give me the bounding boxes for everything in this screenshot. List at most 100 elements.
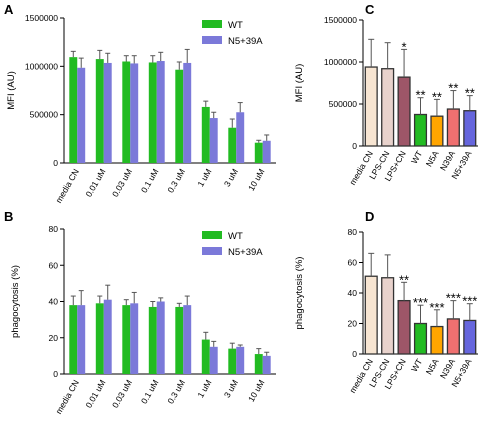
bar-n5-39a-0-03-um [130,303,139,374]
legend-swatch-wt [202,231,222,239]
y-tick-label: 20 [348,319,358,329]
bar-n5-39a-0-3-um [183,305,192,374]
x-tick-label: 3 uM [222,378,240,399]
bar-n5-39a-0-3-um [183,62,192,164]
panel-letter-c: C [365,2,375,17]
significance-marker: ** [432,89,442,104]
bar-n5-39a-0-03-um [130,63,139,163]
bar-wt-3-um [228,348,237,374]
y-tick-label: 1500000 [25,13,58,23]
significance-marker: ** [465,86,475,101]
y-tick-label: 1000000 [324,57,357,67]
y-axis-title: phagocytosis (%) [10,265,21,338]
panel-letter-d: D [365,209,374,224]
bar-media-cn [364,275,378,355]
legend-label-n5-39a: N5+39A [228,36,263,47]
bar-n5-39a-1-um [209,118,218,163]
x-tick-label: WT [409,149,424,165]
x-tick-label: media CN [53,167,81,205]
bar-n5-39a-10-um [262,140,271,163]
x-tick-label: WT [409,357,424,373]
y-tick-label: 500000 [30,110,59,120]
x-tick-label: 0.01 uM [83,378,107,410]
bar-wt-1-um [201,339,210,374]
significance-marker: ** [415,88,425,103]
bar-lps-cn [381,277,395,355]
x-tick-label: 10 uM [246,378,266,403]
x-tick-label: 1 uM [195,167,213,188]
y-tick-label: 0 [352,141,357,151]
legend-label-n5-39a: N5+39A [228,247,263,258]
legend-swatch-n5-39a [202,36,222,44]
bar-n5-39a-0-01-um [103,62,112,164]
y-axis-title: phagocytosis (%) [294,257,305,330]
bar-wt [413,322,428,355]
y-tick-label: 0 [352,349,357,359]
x-tick-label: 0.03 uM [110,167,134,199]
significance-marker: * [402,39,407,54]
y-tick-label: 1500000 [324,15,357,25]
bar-wt-0-3-um [175,69,184,163]
bar-n5-39a [463,110,477,147]
bar-lps-cn [397,76,411,147]
y-tick-label: 40 [49,297,59,307]
significance-marker: *** [462,294,477,309]
significance-marker: *** [413,295,428,310]
y-tick-label: 0 [53,158,58,168]
bar-wt [413,113,428,147]
bar-n5-39a-0-1-um [156,301,165,374]
bar-n5-39a [463,319,477,355]
x-tick-label: 0.1 uM [139,167,161,195]
bar-lps-cn [397,299,411,355]
panel-letter-a: A [4,2,14,17]
significance-marker: ** [448,81,458,96]
x-tick-label: media CN [53,378,81,416]
bar-n5-39a-10-um [262,355,271,374]
y-axis-title: MFI (AU) [294,64,305,103]
bar-wt-0-1-um [148,306,157,374]
y-tick-label: 1000000 [25,61,58,71]
bar-n39a [446,318,460,355]
bar-wt-3-um [228,127,237,163]
y-tick-label: 500000 [329,99,358,109]
bar-n5a [430,115,444,147]
x-tick-label: 0.3 uM [165,167,187,195]
significance-marker: *** [429,300,444,315]
y-tick-label: 40 [348,288,358,298]
bar-lps-cn [381,68,395,147]
panel-letter-b: B [4,209,13,224]
bar-n5-39a-1-um [209,346,218,374]
x-tick-label: 0.3 uM [165,378,187,406]
legend-label-wt: WT [228,20,243,31]
bar-wt-1-um [201,106,210,163]
x-tick-label: 3 uM [222,167,240,188]
x-tick-label: 0.01 uM [83,167,107,199]
bar-wt-media-cn [69,305,78,374]
legend-label-wt: WT [228,231,243,242]
bar-n5-39a-3-um [236,346,245,374]
bar-n5-39a-3-um [236,112,245,163]
bar-wt-0-01-um [95,59,104,164]
legend-swatch-n5-39a [202,247,222,255]
bar-wt-media-cn [69,57,78,163]
bar-wt-0-01-um [95,303,104,374]
bar-n5-39a-0-01-um [103,299,112,374]
significance-marker: ** [399,272,409,287]
bar-wt-0-03-um [122,61,131,163]
x-tick-label: 0.1 uM [139,378,161,406]
bar-n39a [446,108,460,147]
bar-n5-39a-0-1-um [156,61,165,164]
legend-swatch-wt [202,20,222,28]
x-tick-label: 1 uM [195,378,213,399]
y-tick-label: 80 [49,224,59,234]
y-tick-label: 20 [49,333,59,343]
y-tick-label: 60 [49,260,59,270]
bar-n5a [430,325,444,355]
bar-wt-0-03-um [122,305,131,374]
y-axis-title: MFI (AU) [6,71,17,110]
